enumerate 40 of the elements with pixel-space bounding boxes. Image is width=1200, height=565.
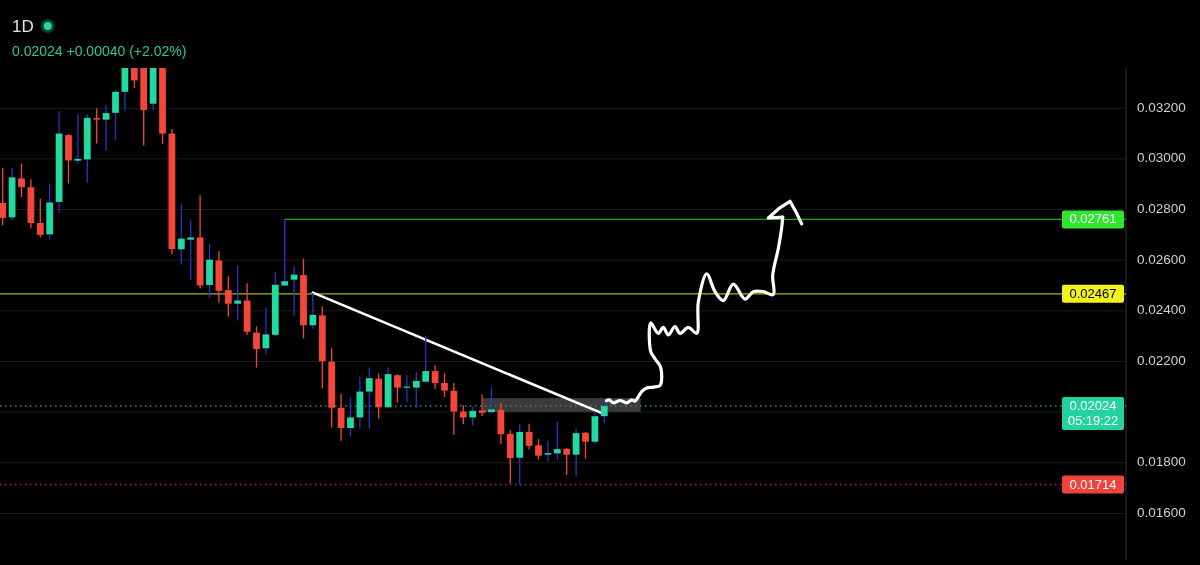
candlestick <box>177 203 185 266</box>
candlestick <box>572 428 580 478</box>
candlestick <box>93 107 101 145</box>
candlestick <box>74 113 82 165</box>
candlestick <box>224 275 232 318</box>
candlestick <box>441 372 448 398</box>
candlestick <box>582 431 589 460</box>
candlestick <box>36 198 44 239</box>
y-tick-label: 0.02200 <box>1137 353 1186 369</box>
candlestick <box>112 89 119 141</box>
candlestick <box>187 219 195 281</box>
candlestick <box>422 334 430 384</box>
candlestick <box>253 325 260 369</box>
candlestick <box>459 404 467 425</box>
y-tick-label: 0.03000 <box>1137 150 1186 166</box>
candlestick <box>18 162 25 198</box>
y-tick-label: 0.02800 <box>1137 201 1186 217</box>
ref-line-label: 0.02761 <box>1069 211 1117 227</box>
y-tick-label: 0.03200 <box>1137 99 1186 115</box>
candlestick <box>563 447 571 476</box>
candlestick <box>544 440 552 463</box>
candlestick <box>535 438 542 461</box>
y-tick-label: 0.02600 <box>1137 251 1186 267</box>
chart-title: 1D <box>12 17 34 36</box>
candlestick <box>0 167 7 226</box>
candlestick <box>234 265 242 322</box>
candlestick <box>394 373 401 404</box>
candlestick <box>553 420 561 461</box>
candlestick <box>469 406 477 427</box>
candlestick <box>130 67 138 89</box>
ref-line-label: 0.02467 <box>1069 285 1117 301</box>
y-tick-label: 0.01600 <box>1137 504 1186 520</box>
chart-subtitle: 0.02024 +0.00040 (+2.02%) <box>12 43 187 59</box>
y-tick-label: 0.01800 <box>1137 454 1186 470</box>
candlestick <box>102 104 110 152</box>
candlestick <box>281 218 289 287</box>
ref-line-label: 0.01714 <box>1069 476 1117 492</box>
ref-line-label: 0.02024 05:19:22 <box>1067 398 1119 429</box>
y-tick-label: 0.02400 <box>1137 302 1186 318</box>
candlestick <box>478 393 486 417</box>
